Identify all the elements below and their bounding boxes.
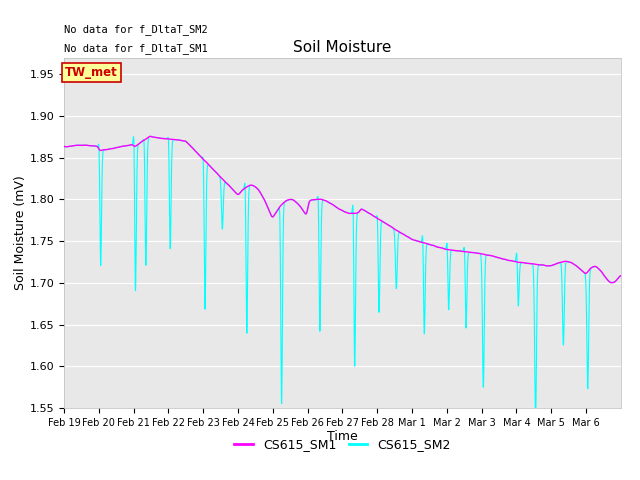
CS615_SM2 [547, 263, 554, 269]
X-axis label: Time: Time [327, 431, 358, 444]
CS615_SM1 [617, 273, 625, 278]
CS615_SM1 [274, 207, 282, 213]
CS615_SM1 [298, 206, 306, 212]
Legend: CS615_SM1, CS615_SM2: CS615_SM1, CS615_SM2 [229, 433, 456, 456]
CS615_SM2 [298, 206, 306, 212]
CS615_SM1 [124, 143, 131, 149]
Text: TW_met: TW_met [65, 66, 118, 79]
CS615_SM2 [617, 273, 625, 279]
Title: Soil Moisture: Soil Moisture [293, 40, 392, 55]
Line: CS615_SM2: CS615_SM2 [64, 136, 621, 422]
CS615_SM2 [274, 207, 282, 213]
CS615_SM1 [147, 133, 154, 139]
CS615_SM1 [608, 280, 616, 286]
CS615_SM1 [546, 263, 554, 269]
CS615_SM2 [146, 133, 154, 139]
CS615_SM2 [606, 279, 614, 285]
CS615_SM2 [532, 420, 540, 425]
Y-axis label: Soil Moisture (mV): Soil Moisture (mV) [13, 175, 27, 290]
CS615_SM1 [60, 144, 68, 149]
CS615_SM2 [124, 143, 131, 148]
Text: No data for f_DltaT_SM2: No data for f_DltaT_SM2 [64, 24, 208, 35]
Line: CS615_SM1: CS615_SM1 [64, 136, 621, 283]
Text: No data for f_DltaT_SM1: No data for f_DltaT_SM1 [64, 43, 208, 54]
CS615_SM1 [606, 279, 614, 285]
CS615_SM2 [60, 144, 68, 150]
CS615_SM2 [157, 135, 164, 141]
CS615_SM1 [157, 135, 164, 141]
